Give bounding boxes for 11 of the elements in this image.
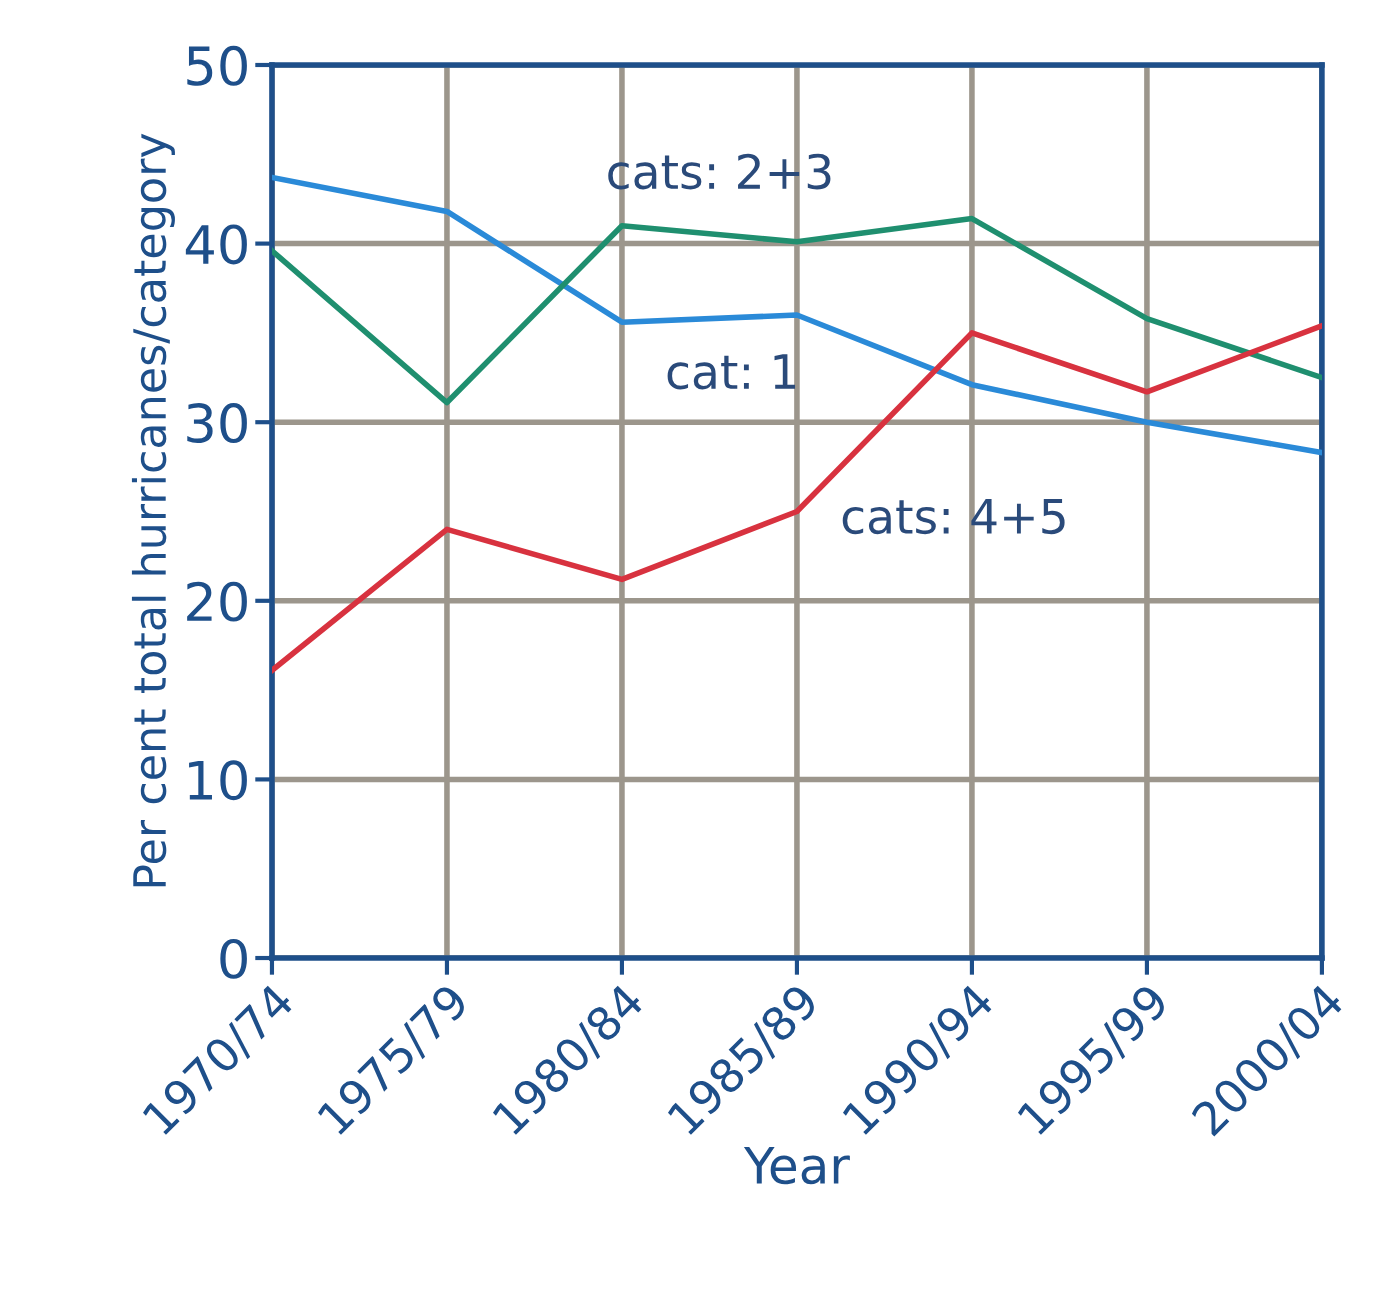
y-tick-label: 40 xyxy=(185,224,247,265)
series-label: cats: 2+3 xyxy=(608,153,831,190)
y-tick-label: 10 xyxy=(189,760,247,801)
y-tick-label: 0 xyxy=(220,938,247,979)
y-tick-label: 50 xyxy=(187,45,247,86)
x-axis-title: Year xyxy=(743,1147,850,1185)
y-axis-title: Per cent total hurricanes/category xyxy=(131,133,175,887)
y-tick-label: 20 xyxy=(187,581,247,622)
y-tick-label: 30 xyxy=(187,403,247,443)
series-label: cat: 1 xyxy=(667,354,796,390)
series-label: cats: 4+5 xyxy=(842,499,1065,535)
